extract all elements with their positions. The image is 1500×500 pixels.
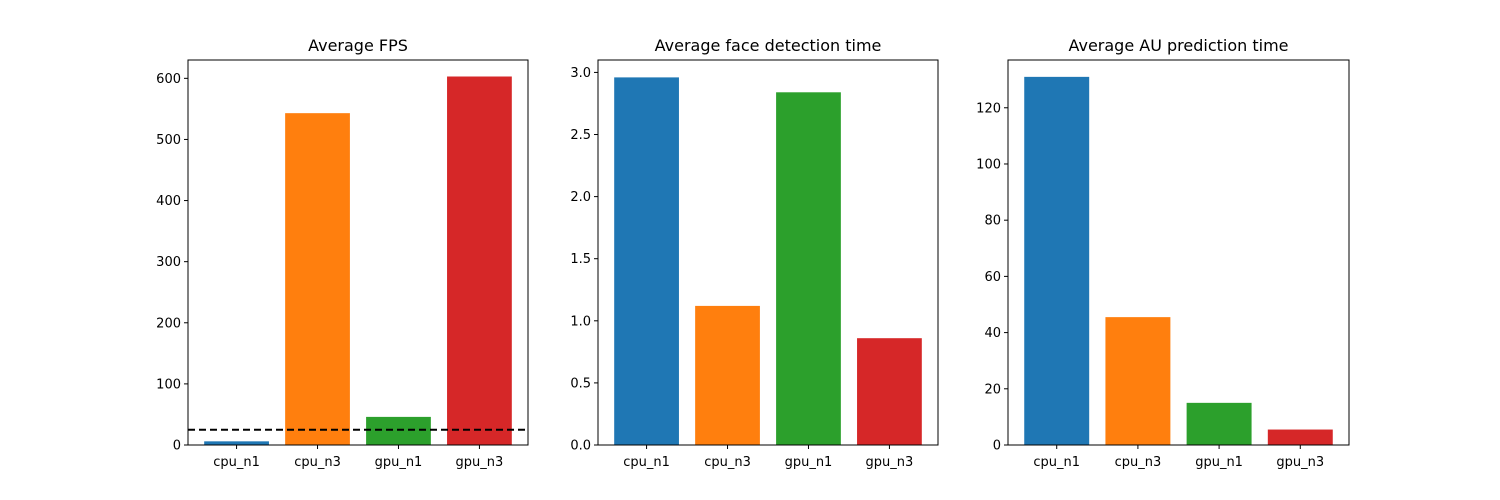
chart-title: Average face detection time (655, 36, 882, 55)
x-tick-label-cpu_n3: cpu_n3 (704, 455, 751, 470)
y-tick-label: 3.0 (570, 66, 591, 81)
y-tick-label: 300 (156, 255, 181, 270)
x-tick-label-gpu_n1: gpu_n1 (785, 455, 833, 470)
bar-gpu_n3 (857, 338, 922, 445)
x-tick-label-gpu_n3: gpu_n3 (456, 455, 504, 470)
y-tick-label: 60 (984, 270, 1001, 285)
bar-gpu_n3 (1267, 429, 1333, 445)
y-tick-label: 2.5 (570, 128, 591, 143)
chart-title: Average FPS (308, 36, 408, 55)
axes-frame (597, 59, 939, 446)
y-tick-label: 0 (173, 439, 181, 454)
bar-gpu_n1 (366, 416, 431, 445)
x-tick-label-gpu_n3: gpu_n3 (1276, 455, 1324, 470)
y-tick-label: 120 (976, 101, 1001, 116)
x-tick-label-cpu_n3: cpu_n3 (294, 455, 341, 470)
y-tick-label: 100 (156, 377, 181, 392)
y-tick-label: 0.5 (570, 376, 591, 391)
y-tick-label: 80 (984, 214, 1001, 229)
bar-cpu_n1 (614, 77, 679, 446)
x-tick-label-cpu_n1: cpu_n1 (1033, 455, 1080, 470)
chart-panel-1: 0 100 200 300 400 500 600 cpu_n1 cpu_n3 gpu_n1 gpu… (156, 36, 529, 470)
y-tick-label: 500 (156, 133, 181, 148)
chart-panel-3: 0 20 40 60 80 100 120 cpu_n1 cpu_n3 gpu_n1 gpu_n3 A… (976, 36, 1350, 470)
y-tick-label: 400 (156, 194, 181, 209)
axes-frame (187, 59, 529, 446)
bar-gpu_n1 (776, 92, 841, 446)
bar-cpu_n3 (1105, 317, 1171, 445)
y-tick-label: 0.0 (570, 439, 591, 454)
bar-cpu_n1 (1024, 76, 1090, 445)
chart-title: Average AU prediction time (1068, 36, 1288, 55)
chart-panel-2: 0.0 0.5 1.0 1.5 2.0 2.5 3.0 cpu_n1 cpu_n3 gpu_n1 g… (570, 36, 939, 470)
y-tick-label: 100 (976, 157, 1001, 172)
bar-gpu_n1 (1186, 402, 1252, 445)
x-tick-label-cpu_n1: cpu_n1 (213, 455, 260, 470)
y-tick-label: 2.0 (570, 190, 591, 205)
x-tick-label-cpu_n1: cpu_n1 (623, 455, 670, 470)
bar-cpu_n1 (204, 441, 269, 445)
y-tick-label: 20 (984, 382, 1001, 397)
y-tick-label: 1.0 (570, 314, 591, 329)
axes-frame (1007, 59, 1350, 446)
y-tick-label: 40 (984, 326, 1001, 341)
bar-cpu_n3 (285, 113, 350, 446)
x-tick-label-gpu_n1: gpu_n1 (375, 455, 423, 470)
bar-cpu_n3 (695, 305, 760, 445)
x-tick-label-gpu_n3: gpu_n3 (866, 455, 914, 470)
x-tick-label-cpu_n3: cpu_n3 (1115, 455, 1162, 470)
bar-gpu_n3 (447, 76, 512, 445)
y-tick-label: 600 (156, 72, 181, 87)
x-tick-label-gpu_n1: gpu_n1 (1195, 455, 1243, 470)
y-tick-label: 1.5 (570, 252, 591, 267)
y-tick-label: 0 (993, 439, 1001, 454)
y-tick-label: 200 (156, 316, 181, 331)
